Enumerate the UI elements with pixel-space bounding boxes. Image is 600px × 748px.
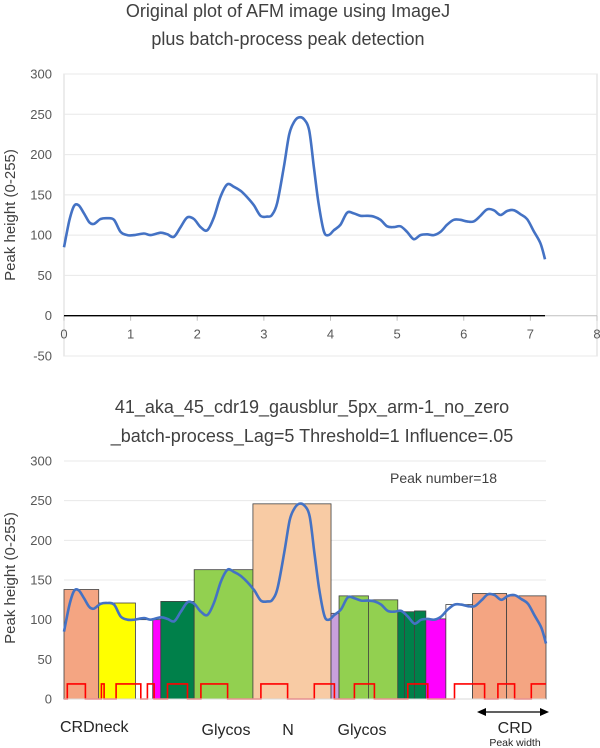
top-y-tick-label: 50 <box>38 268 52 283</box>
peak-width-arrow <box>477 708 549 716</box>
bottom-chart-profile <box>62 502 548 644</box>
region-label-crd: CRD <box>498 720 533 737</box>
top-x-tick-label: 1 <box>127 327 134 342</box>
region-label-crdneck: CRDneck <box>60 719 129 736</box>
top-x-tick-label: 5 <box>394 327 401 342</box>
top-x-tick-label: 0 <box>60 327 67 342</box>
peak-bar <box>472 593 508 700</box>
top-x-tick-label: 4 <box>327 327 334 342</box>
peak-bar <box>338 595 369 700</box>
arrowhead-right-icon <box>540 708 549 716</box>
top-profile-line <box>62 115 547 260</box>
peak-bar <box>135 619 154 700</box>
top-y-tick-label: 250 <box>30 107 52 122</box>
bottom-y-tick-label: 200 <box>30 533 52 548</box>
bottom-chart: 41_aka_45_cdr19_gausblur_5px_arm-1_no_ze… <box>2 397 549 748</box>
top-x-tick-label: 6 <box>460 327 467 342</box>
bottom-chart-bars <box>63 503 547 700</box>
bottom-y-tick-label: 0 <box>45 692 52 707</box>
bottom-chart-y-ticks: 0 50 100 150 200 250 300 <box>30 454 52 707</box>
top-chart: Original plot of AFM image using ImageJ … <box>2 1 600 364</box>
region-label-n: N <box>282 722 294 739</box>
top-x-tick-label: 7 <box>527 327 534 342</box>
peak-bar <box>368 599 399 700</box>
top-x-tick-label: 2 <box>194 327 201 342</box>
peak-bar <box>425 618 447 700</box>
bottom-chart-title-line-1: 41_aka_45_cdr19_gausblur_5px_arm-1_no_ze… <box>115 397 509 418</box>
bottom-chart-title-line-2: _batch-process_Lag=5 Threshold=1 Influen… <box>110 426 513 447</box>
peak-bar <box>404 611 415 700</box>
peak-bar <box>397 611 405 700</box>
bottom-y-tick-label: 100 <box>30 612 52 627</box>
peak-bar <box>445 604 473 700</box>
bottom-y-tick-label: 250 <box>30 493 52 508</box>
peak-bar <box>506 595 547 700</box>
top-chart-y-axis-label: Peak height (0-255) <box>2 149 19 281</box>
region-label-glycos-right: Glycos <box>338 722 387 739</box>
bottom-y-tick-label: 150 <box>30 573 52 588</box>
peak-number-annotation: Peak number=18 <box>390 470 497 486</box>
top-chart-gridlines <box>64 73 597 357</box>
arrowhead-left-icon <box>477 708 486 716</box>
top-chart-y-ticks: -50 0 50 100 150 200 250 300 <box>30 67 52 364</box>
top-y-tick-label: 200 <box>30 147 52 162</box>
bottom-profile-line <box>62 502 548 644</box>
top-chart-title-line-2: plus batch-process peak detection <box>151 29 424 49</box>
top-chart-title-line-1: Original plot of AFM image using ImageJ <box>126 1 450 21</box>
top-chart-x-ticks: 0 1 2 3 4 5 6 7 8 <box>60 315 600 342</box>
top-y-tick-label: 150 <box>30 187 52 202</box>
top-chart-frame <box>63 73 598 357</box>
top-x-tick-label: 8 <box>593 327 600 342</box>
region-label-glycos-left: Glycos <box>202 722 251 739</box>
top-y-tick-label: 0 <box>45 308 52 323</box>
bottom-y-tick-label: 300 <box>30 454 52 469</box>
top-y-tick-label: 100 <box>30 228 52 243</box>
top-y-tick-label: -50 <box>33 349 52 364</box>
peak-bar <box>193 569 254 700</box>
bottom-chart-y-axis-label: Peak height (0-255) <box>2 512 19 644</box>
top-chart-series <box>62 115 547 317</box>
top-y-tick-label: 300 <box>30 67 52 82</box>
top-chart-plot-area: -50 0 50 100 150 200 250 300 0 1 2 3 4 5 6 7 8 <box>30 67 600 364</box>
peak-width-label: Peak width <box>489 737 541 748</box>
top-x-tick-label: 3 <box>260 327 267 342</box>
bottom-y-tick-label: 50 <box>38 652 52 667</box>
